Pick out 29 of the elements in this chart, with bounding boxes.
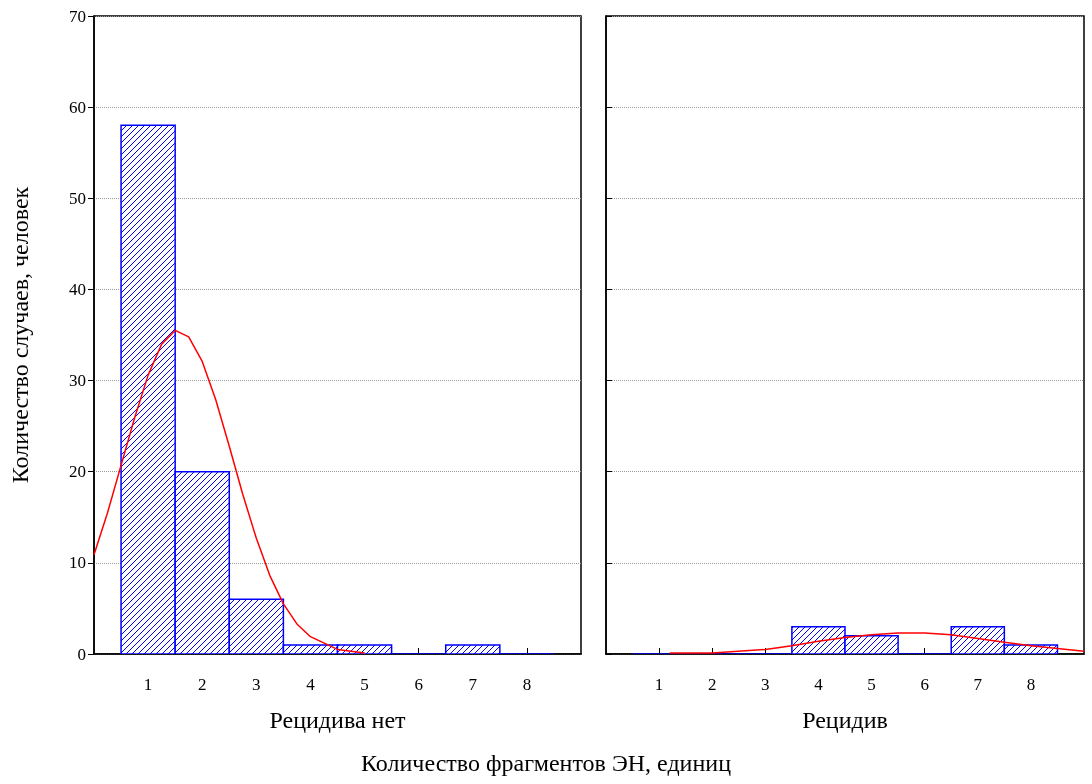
x-tick-label: 3 xyxy=(252,675,261,694)
x-tick-label: 7 xyxy=(973,675,983,694)
y-tick-label: 30 xyxy=(69,371,86,391)
y-tick-label: 0 xyxy=(77,644,86,664)
x-tick-label: 5 xyxy=(360,675,369,694)
x-axis-title: Рецидив xyxy=(802,707,888,733)
x-tick-label: 4 xyxy=(306,675,316,694)
y-tick-label: 40 xyxy=(69,279,86,299)
y-tick-label: 10 xyxy=(69,553,86,573)
y-axis-title: Количество случаев, человек xyxy=(7,186,33,484)
y-tick-label: 50 xyxy=(69,188,86,208)
x-tick-label: 1 xyxy=(143,675,153,694)
line-series xyxy=(93,329,366,654)
y-tick-label: 70 xyxy=(69,6,86,26)
x-tick-label: 2 xyxy=(197,675,207,694)
x-tick-label: 8 xyxy=(1026,675,1036,694)
x-tick-label: 4 xyxy=(814,675,824,694)
x-tick-label: 3 xyxy=(761,675,770,694)
x-tick-label: 1 xyxy=(654,675,664,694)
x-tick-label: 6 xyxy=(414,675,423,694)
x-tick-label: 6 xyxy=(920,675,929,694)
y-tick-label: 60 xyxy=(69,97,86,117)
x-tick-label: 5 xyxy=(867,675,876,694)
x-tick-label: 7 xyxy=(468,675,478,694)
x-tick-label: 2 xyxy=(707,675,717,694)
x-axis-title: Рецидива нет xyxy=(269,707,407,733)
y-tick-label: 20 xyxy=(69,462,86,482)
text: Количество фрагментов ЭН, единиц xyxy=(360,750,732,777)
x-tick-label: 8 xyxy=(522,675,532,694)
